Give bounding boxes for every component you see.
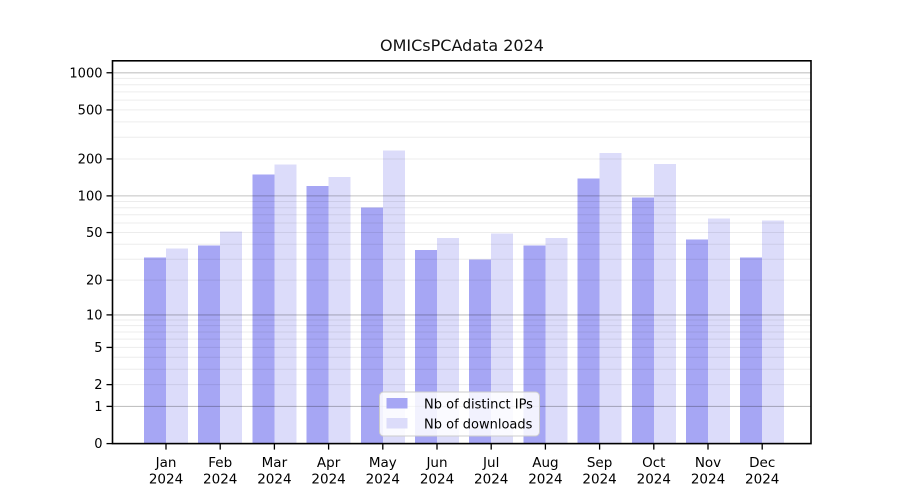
y-tick-label: 5: [94, 341, 102, 356]
bar-downloads-Feb: [220, 231, 243, 444]
legend: Nb of distinct IPs Nb of downloads: [379, 391, 540, 437]
bar-ips-Feb: [198, 245, 221, 444]
x-tick-label-month: Sep: [587, 455, 612, 471]
x-tick-label-month: Jan: [155, 455, 177, 471]
chart-title: OMICsPCAdata 2024: [380, 36, 544, 55]
bar-downloads-Sep: [599, 152, 622, 444]
x-tick-label-month: Oct: [642, 455, 665, 471]
bar-downloads-Apr: [328, 176, 351, 444]
y-tick-label: 1000: [69, 66, 102, 81]
legend-label-downloads: Nb of downloads: [424, 418, 533, 433]
x-tick-label-month: Feb: [208, 455, 232, 471]
x-tick-label-month: Aug: [532, 455, 558, 471]
bar-downloads-Jan: [166, 248, 188, 444]
x-tick-label-year: 2024: [203, 472, 237, 488]
y-tick-label: 100: [78, 189, 103, 204]
x-tick-label-year: 2024: [637, 472, 671, 488]
legend-label-ips: Nb of distinct IPs: [424, 398, 533, 413]
x-tick-label-month: Jun: [425, 455, 447, 471]
x-tick-label-year: 2024: [474, 472, 508, 488]
x-tick-label-year: 2024: [582, 472, 616, 488]
x-tick-label-month: May: [369, 455, 397, 471]
x-tick-label-year: 2024: [528, 472, 562, 488]
y-tick-label: 20: [86, 274, 103, 289]
x-tick-label-month: Mar: [262, 455, 288, 471]
bar-downloads-Oct: [653, 163, 676, 444]
x-axis: Jan2024Feb2024Mar2024Apr2024May2024Jun20…: [149, 443, 779, 488]
bar-downloads-Jul: [491, 233, 514, 444]
y-tick-label: 1: [94, 400, 102, 415]
x-tick-label-year: 2024: [691, 472, 725, 488]
y-tick-label: 10: [86, 308, 103, 323]
bar-downloads-May: [382, 150, 405, 444]
bar-ips-Jan: [144, 257, 166, 444]
bar-downloads-Dec: [762, 220, 785, 444]
bar-ips-Sep: [577, 178, 600, 444]
bar-downloads-Nov: [708, 218, 730, 444]
x-tick-label-month: Jul: [482, 455, 499, 471]
x-tick-label-year: 2024: [420, 472, 454, 488]
bar-ips-Dec: [740, 257, 763, 444]
plot-frame: [111, 59, 812, 445]
axes-frame: [111, 59, 812, 445]
bar-downloads-Aug: [545, 238, 568, 444]
x-tick-label-year: 2024: [745, 472, 779, 488]
y-tick-label: 200: [78, 152, 103, 167]
x-tick-label-year: 2024: [257, 472, 291, 488]
bar-ips-Nov: [686, 239, 708, 444]
x-tick-label-year: 2024: [366, 472, 400, 488]
y-axis: 0 1 2 5 10 20 50 100 200 500 1000: [69, 66, 113, 452]
x-tick-label-month: Apr: [317, 455, 341, 471]
bar-ips-May: [360, 207, 383, 444]
legend-swatch-downloads: [386, 418, 408, 429]
bar-ips-Oct: [631, 197, 654, 444]
x-tick-label-year: 2024: [311, 472, 345, 488]
y-tick-label: 2: [94, 378, 102, 393]
y-tick-label: 0: [94, 437, 102, 452]
gridlines-layer: [113, 72, 811, 407]
x-tick-label-month: Dec: [749, 455, 775, 471]
legend-swatch-ips: [386, 398, 408, 409]
y-tick-label: 500: [78, 103, 103, 118]
bar-ips-Mar: [252, 174, 275, 444]
legend-box: [379, 391, 540, 437]
bar-ips-Apr: [306, 186, 329, 444]
x-tick-label-month: Nov: [695, 455, 721, 471]
x-tick-label-year: 2024: [149, 472, 183, 488]
y-tick-label: 50: [86, 226, 103, 241]
bar-downloads-Mar: [274, 164, 297, 444]
